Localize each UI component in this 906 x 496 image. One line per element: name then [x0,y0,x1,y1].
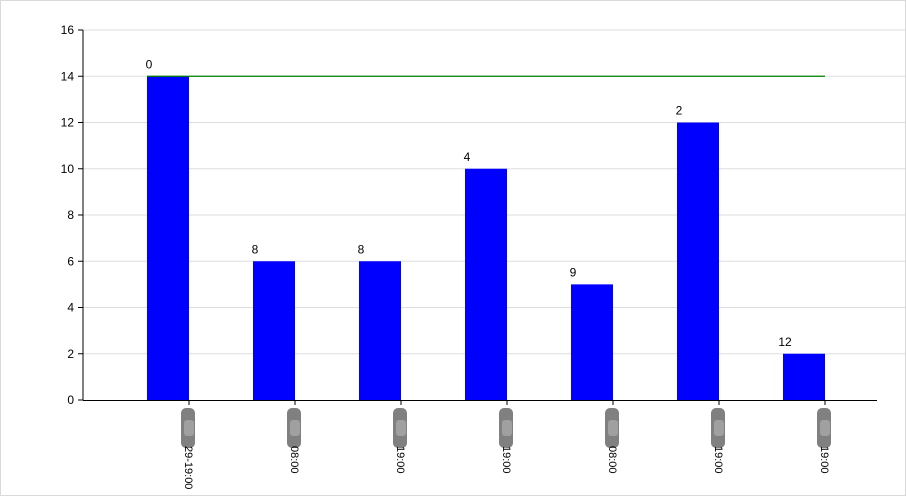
data-label: 2 [676,104,683,118]
y-tick-label: 4 [67,301,74,315]
bar [465,168,507,400]
y-axis: 0 2 4 6 8 10 12 14 16 [61,23,84,407]
redacted-label-blob [287,408,301,448]
bar [783,353,825,400]
y-tick-label: 10 [61,162,75,176]
category-label: 19:00 [394,446,406,474]
redacted-label-blob [711,408,725,448]
data-labels: 0 8 8 4 9 2 12 [146,57,792,349]
bar [359,261,401,400]
y-tick-label: 8 [67,208,74,222]
redacted-label-blob [817,408,831,448]
data-label: 8 [252,242,259,256]
data-label: 9 [570,265,577,279]
category-label: 19:00 [712,446,724,474]
data-label: 12 [778,335,792,349]
bar [147,76,189,400]
category-label: 08:00 [606,446,618,474]
bar [253,261,295,400]
category-label: 29-19:00 [182,446,194,489]
redacted-label-blob [393,408,407,448]
y-tick-label: 12 [61,116,75,130]
redacted-label-blob [499,408,513,448]
y-tick-label: 14 [61,69,75,83]
y-tick-label: 6 [67,254,74,268]
redacted-label-blob [181,408,195,448]
bar [677,122,719,400]
bars [147,76,825,400]
data-label: 4 [464,150,471,164]
y-tick-label: 0 [67,393,74,407]
bar [571,284,613,400]
data-label: 0 [146,57,153,71]
redacted-label-blob [605,408,619,448]
category-label: 08:00 [288,446,300,474]
category-label: 19:00 [818,446,830,474]
category-labels: 29-19:00 08:00 19:00 19:00 08:00 19:00 19:00 [181,408,831,489]
y-tick-label: 2 [67,347,74,361]
x-axis [83,400,877,405]
category-label: 19:00 [500,446,512,474]
y-tick-label: 16 [61,23,75,37]
data-label: 8 [358,242,365,256]
